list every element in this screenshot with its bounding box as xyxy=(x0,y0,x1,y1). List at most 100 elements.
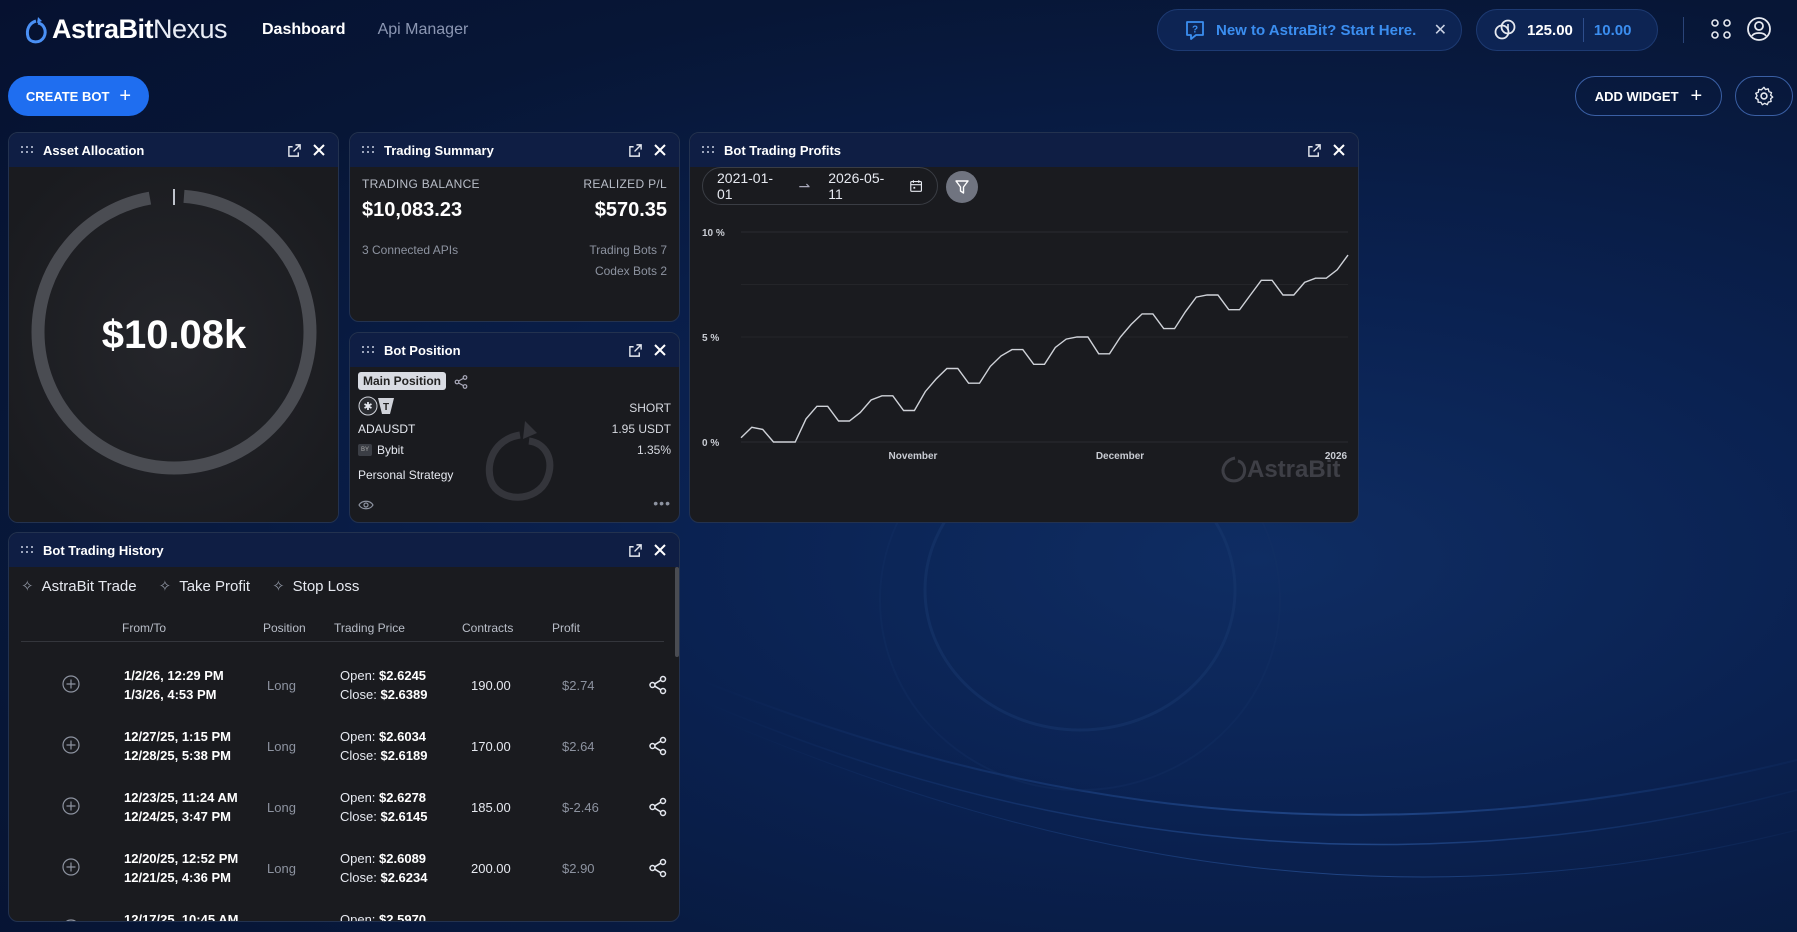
plus-icon: + xyxy=(1690,85,1703,107)
date-from[interactable]: 2021-01-01 xyxy=(717,170,774,202)
help-icon: ? xyxy=(1186,21,1204,40)
position-strategy: Personal Strategy xyxy=(358,468,454,482)
tab-stop-loss[interactable]: ✧ Stop Loss xyxy=(272,577,359,596)
banner-close-icon[interactable]: ✕ xyxy=(1433,22,1447,39)
app-logo[interactable]: AstraBitNexus xyxy=(24,14,228,45)
row-open: Open: $2.6245 xyxy=(340,668,426,683)
expand-row-icon[interactable] xyxy=(62,797,80,818)
position-direction: SHORT xyxy=(629,401,671,415)
drag-handle-icon[interactable] xyxy=(362,346,374,354)
drag-handle-icon[interactable] xyxy=(21,546,33,554)
asset-allocation-widget: Asset Allocation $10.08k xyxy=(8,132,339,523)
x-tick-label: December xyxy=(1096,451,1144,462)
date-to[interactable]: 2026-05-11 xyxy=(828,170,885,202)
row-contracts: 190.00 xyxy=(471,678,511,693)
close-icon[interactable] xyxy=(1332,143,1346,157)
expand-row-icon[interactable] xyxy=(62,675,80,696)
row-contracts: 200.00 xyxy=(471,861,511,876)
nav-api-manager[interactable]: Api Manager xyxy=(377,21,469,38)
add-widget-button[interactable]: ADD WIDGET + xyxy=(1575,76,1722,116)
close-icon[interactable] xyxy=(653,543,667,557)
share-icon[interactable] xyxy=(454,375,468,389)
widget-header[interactable]: Bot Trading History xyxy=(9,533,679,567)
calendar-icon[interactable] xyxy=(909,178,923,194)
close-icon[interactable] xyxy=(653,343,667,357)
svg-text:?: ? xyxy=(1192,25,1198,36)
nav-dashboard[interactable]: Dashboard xyxy=(262,21,346,38)
tab-astrabit-trade[interactable]: ✧ AstraBit Trade xyxy=(21,577,137,596)
row-contracts: 185.00 xyxy=(471,800,511,815)
widget-header[interactable]: Trading Summary xyxy=(350,133,679,167)
filter-button[interactable] xyxy=(946,171,978,203)
table-row[interactable]: 12/17/25, 10:45 AM Open: $2.5970 xyxy=(9,907,674,922)
pl-label: REALIZED P/L xyxy=(583,177,667,191)
row-to: 12/28/25, 5:38 PM xyxy=(124,748,231,763)
drag-handle-icon[interactable] xyxy=(702,146,714,154)
profit-series-line[interactable] xyxy=(740,254,1349,443)
widget-header[interactable]: Bot Position xyxy=(350,333,679,367)
table-row[interactable]: 12/23/25, 11:24 AM 12/24/25, 3:47 PM Long O… xyxy=(9,785,674,845)
balance-label: TRADING BALANCE xyxy=(362,177,480,191)
position-tag[interactable]: Main Position xyxy=(358,372,446,390)
svg-text:✱: ✱ xyxy=(363,400,372,413)
bot-trading-history-widget: Bot Trading History ✧ AstraBit Trade ✧ Tak… xyxy=(8,532,680,922)
drag-handle-icon[interactable] xyxy=(21,146,33,154)
share-icon[interactable] xyxy=(648,797,668,820)
open-price: $2.6245 xyxy=(379,668,427,683)
table-row[interactable]: 12/27/25, 1:15 PM 12/28/25, 5:38 PM Long Op… xyxy=(9,724,674,784)
expand-row-icon[interactable] xyxy=(62,919,80,921)
position-exchange: Bybit xyxy=(377,443,404,457)
date-range-picker[interactable]: 2021-01-01 ⇀ 2026-05-11 xyxy=(702,167,938,205)
share-icon[interactable] xyxy=(648,736,668,759)
row-close: Close: $2.6145 xyxy=(340,809,427,824)
open-external-icon[interactable] xyxy=(628,143,643,158)
eye-icon[interactable] xyxy=(358,499,374,511)
row-close: Close: $2.6234 xyxy=(340,870,427,885)
widget-header[interactable]: Asset Allocation xyxy=(9,133,338,167)
tab-take-profit[interactable]: ✧ Take Profit xyxy=(159,577,250,596)
table-row[interactable]: 1/2/26, 12:29 PM 1/3/26, 4:53 PM Long Open:… xyxy=(9,663,674,723)
column-header-contracts[interactable]: Contracts xyxy=(462,621,514,635)
trading-bots-count: Trading Bots 7 xyxy=(589,243,667,257)
column-header-position[interactable]: Position xyxy=(263,621,306,635)
main-nav: Dashboard Api Manager xyxy=(262,21,468,39)
create-bot-button[interactable]: CREATE BOT + xyxy=(8,76,149,116)
row-position: Long xyxy=(267,678,296,693)
expand-row-icon[interactable] xyxy=(62,858,80,879)
codex-bots-count: Codex Bots 2 xyxy=(594,264,667,278)
column-header-trading-price[interactable]: Trading Price xyxy=(334,621,405,635)
open-label: Open: xyxy=(340,912,376,922)
open-external-icon[interactable] xyxy=(1307,143,1322,158)
close-icon[interactable] xyxy=(653,143,667,157)
top-bar: AstraBitNexus Dashboard Api Manager ? Ne… xyxy=(0,0,1797,60)
row-position: Long xyxy=(267,861,296,876)
widget-header[interactable]: Bot Trading Profits xyxy=(690,133,1358,167)
scrollbar-thumb[interactable] xyxy=(675,567,679,657)
drag-handle-icon[interactable] xyxy=(362,146,374,154)
y-tick-label: 0 % xyxy=(702,438,719,449)
dashboard-settings-button[interactable] xyxy=(1735,76,1793,116)
history-body: ✧ AstraBit Trade ✧ Take Profit ✧ Stop Loss … xyxy=(9,567,679,922)
onboarding-banner[interactable]: ? New to AstraBit? Start Here. ✕ xyxy=(1157,9,1462,51)
expand-row-icon[interactable] xyxy=(62,736,80,757)
column-header-from-to[interactable]: From/To xyxy=(122,621,167,635)
connected-apis[interactable]: 3 Connected APIs xyxy=(362,243,459,257)
user-profile-icon[interactable] xyxy=(1746,16,1772,42)
share-icon[interactable] xyxy=(648,675,668,698)
close-icon[interactable] xyxy=(312,143,326,157)
open-external-icon[interactable] xyxy=(628,343,643,358)
widget-title: Trading Summary xyxy=(384,142,494,158)
more-options-icon[interactable]: ••• xyxy=(653,495,671,511)
open-external-icon[interactable] xyxy=(287,143,302,158)
apps-grid-icon[interactable] xyxy=(1710,18,1732,40)
add-widget-label: ADD WIDGET xyxy=(1594,88,1679,104)
share-icon[interactable] xyxy=(648,858,668,881)
donut-ring[interactable] xyxy=(31,189,317,475)
wallet-balance[interactable]: 125.00 10.00 xyxy=(1476,9,1658,51)
table-row[interactable]: 12/20/25, 12:52 PM 12/21/25, 4:36 PM Long O… xyxy=(9,846,674,906)
plus-icon: + xyxy=(119,85,132,107)
widget-title: Bot Trading History xyxy=(43,542,164,558)
row-close: Close: $2.6389 xyxy=(340,687,427,702)
column-header-profit[interactable]: Profit xyxy=(552,621,581,635)
open-external-icon[interactable] xyxy=(628,543,643,558)
